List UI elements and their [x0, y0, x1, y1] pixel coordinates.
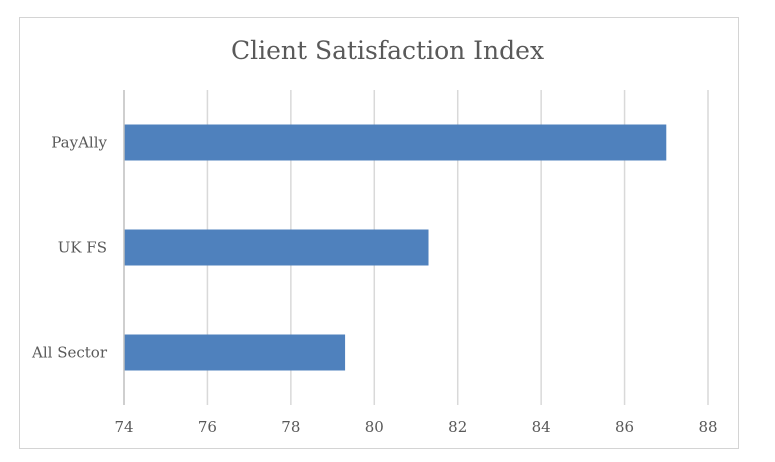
category-label: All Sector: [31, 344, 108, 362]
category-label: PayAlly: [51, 134, 107, 152]
bars: [124, 124, 667, 371]
bar-payally: [124, 124, 667, 161]
x-tick-label: 84: [532, 418, 551, 436]
x-tick-labels: 74 76 78 80 82 84 86 88: [114, 418, 717, 436]
bar-all-sector: [124, 334, 346, 371]
x-tick-label: 86: [615, 418, 634, 436]
x-tick-label: 78: [281, 418, 300, 436]
x-tick-label: 74: [114, 418, 133, 436]
category-labels: PayAlly UK FS All Sector: [31, 134, 108, 362]
x-tick-label: 82: [448, 418, 467, 436]
x-tick-label: 80: [365, 418, 384, 436]
category-label: UK FS: [58, 239, 107, 257]
x-tick-label: 76: [198, 418, 217, 436]
x-tick-label: 88: [698, 418, 717, 436]
bar-uk-fs: [124, 229, 429, 266]
chart-title: Client Satisfaction Index: [230, 36, 545, 65]
